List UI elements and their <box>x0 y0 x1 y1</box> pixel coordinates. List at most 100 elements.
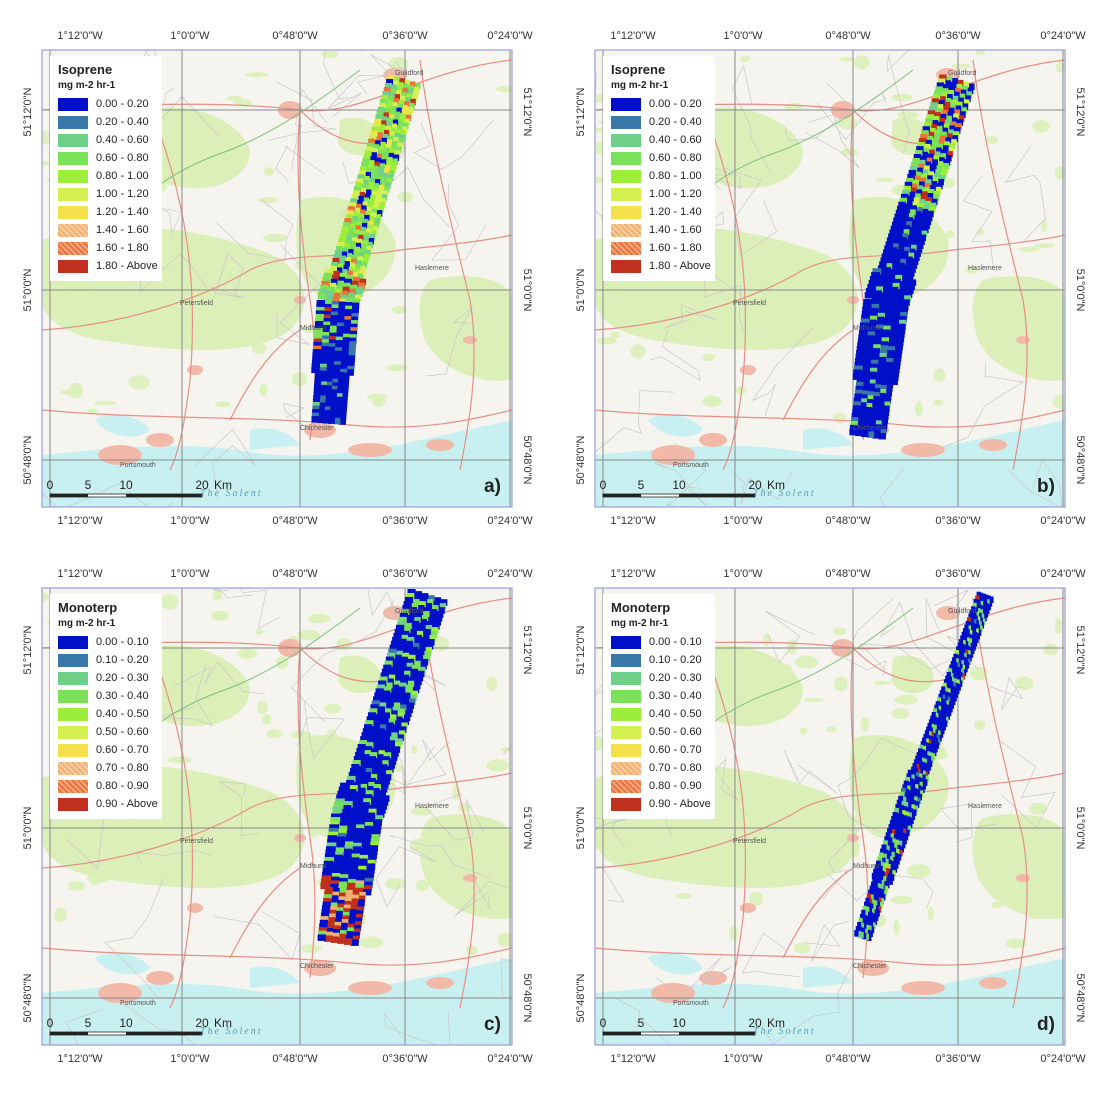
minor-road <box>730 469 794 505</box>
major-road <box>852 647 954 683</box>
swath-cell <box>333 347 342 354</box>
swath-cell <box>966 650 971 657</box>
minor-road <box>367 589 401 624</box>
swath-cell <box>890 370 899 378</box>
swath-cell <box>853 401 861 408</box>
town-label-midhurst: Midhurst <box>853 325 880 332</box>
swath-cell <box>380 116 388 123</box>
swath-cell <box>364 746 373 753</box>
swath-cell <box>372 762 381 769</box>
swath-cell <box>938 153 946 160</box>
swath-cell <box>332 354 342 361</box>
swath-cell <box>879 261 887 268</box>
swath-cell <box>882 405 890 412</box>
lon-tick-bottom: 1°12'0"W <box>57 515 103 527</box>
legend-label: 0.70 - 0.80 <box>96 762 149 774</box>
swath-cell <box>367 852 377 859</box>
legend-swatch <box>58 797 88 811</box>
lon-tick-bottom: 1°0'0"W <box>723 515 763 527</box>
swath-cell <box>374 136 382 143</box>
swath-cell <box>337 372 344 379</box>
swath-cell <box>903 242 911 250</box>
swath-cell <box>351 846 361 853</box>
swath-cell <box>897 205 905 213</box>
swath-cell <box>854 930 859 937</box>
swath-cell <box>859 398 867 405</box>
legend-swatch <box>58 97 88 111</box>
swath-cell <box>925 767 930 775</box>
urban-area <box>1016 874 1030 882</box>
legend-label: 1.20 - 1.40 <box>649 206 702 218</box>
swath-cell <box>866 920 871 928</box>
swath-cell <box>879 425 887 432</box>
woodland-patch <box>1054 618 1062 634</box>
lon-tick-bottom: 0°24'0"W <box>487 1053 533 1065</box>
woodland-patch <box>60 389 83 395</box>
swath-cell <box>368 195 376 202</box>
swath-cell <box>335 907 344 914</box>
swath-cell <box>920 151 928 159</box>
swath-cell <box>935 734 940 741</box>
swath-cell <box>877 879 882 886</box>
swath-cell <box>399 700 408 708</box>
swath-cell <box>953 661 958 669</box>
swath-cell <box>880 292 889 299</box>
swath-cell <box>881 329 891 336</box>
swath-cell <box>319 356 328 364</box>
harbour-area <box>803 428 853 450</box>
swath-cell <box>959 652 965 659</box>
swath-cell <box>338 786 349 793</box>
swath-cell <box>394 738 403 745</box>
swath-cell <box>350 898 359 905</box>
woodland-patch <box>748 891 764 907</box>
woodland-patch <box>1018 850 1026 856</box>
swath-cell <box>936 161 944 168</box>
woodland-patch <box>86 873 111 883</box>
woodland-patch <box>297 629 321 641</box>
legend-item: 1.20 - 1.40 <box>58 203 154 221</box>
swath-cell <box>930 753 935 760</box>
swath-cell <box>404 93 412 100</box>
major-road <box>972 59 1028 471</box>
swath-cell <box>391 137 399 144</box>
swath-cell <box>384 160 392 168</box>
swath-cell <box>324 887 333 894</box>
swath-cell <box>866 911 871 919</box>
swath-cell <box>923 200 931 208</box>
swath-cell <box>872 268 882 275</box>
swath-cell <box>340 230 348 237</box>
legend-swatch <box>58 151 88 165</box>
legend-swatch <box>611 761 641 775</box>
swath-cell <box>356 865 367 873</box>
swath-cell <box>428 631 438 638</box>
swath-cell <box>356 273 364 281</box>
swath-cell <box>962 628 968 635</box>
woodland-patch <box>794 655 819 669</box>
swath-cell <box>944 692 950 699</box>
swath-cell <box>890 318 899 326</box>
swath-cell <box>902 264 911 272</box>
swath-cell <box>423 625 433 632</box>
swath-cell <box>894 270 903 278</box>
swath-cell <box>906 773 912 780</box>
swath-cell <box>337 790 348 797</box>
swath-cell <box>352 839 363 846</box>
swath-cell <box>404 706 413 714</box>
swath-cell <box>894 858 900 865</box>
solent-label: The Solent <box>200 1026 263 1037</box>
scale-bar <box>49 493 203 498</box>
swath-cell <box>331 368 341 375</box>
swath-cell <box>347 266 354 274</box>
swath-cell <box>873 332 883 339</box>
swath-cell <box>907 248 916 256</box>
swath-cell <box>894 848 900 856</box>
swath-cell <box>327 332 337 340</box>
swath-cell <box>333 288 342 296</box>
swath-cell <box>389 88 396 96</box>
swath-cell <box>892 812 898 819</box>
swath-cell <box>373 815 384 822</box>
swath-cell <box>874 328 883 335</box>
swath-cell <box>873 882 878 889</box>
swath-cell <box>864 901 869 909</box>
swath-cell <box>916 768 921 776</box>
